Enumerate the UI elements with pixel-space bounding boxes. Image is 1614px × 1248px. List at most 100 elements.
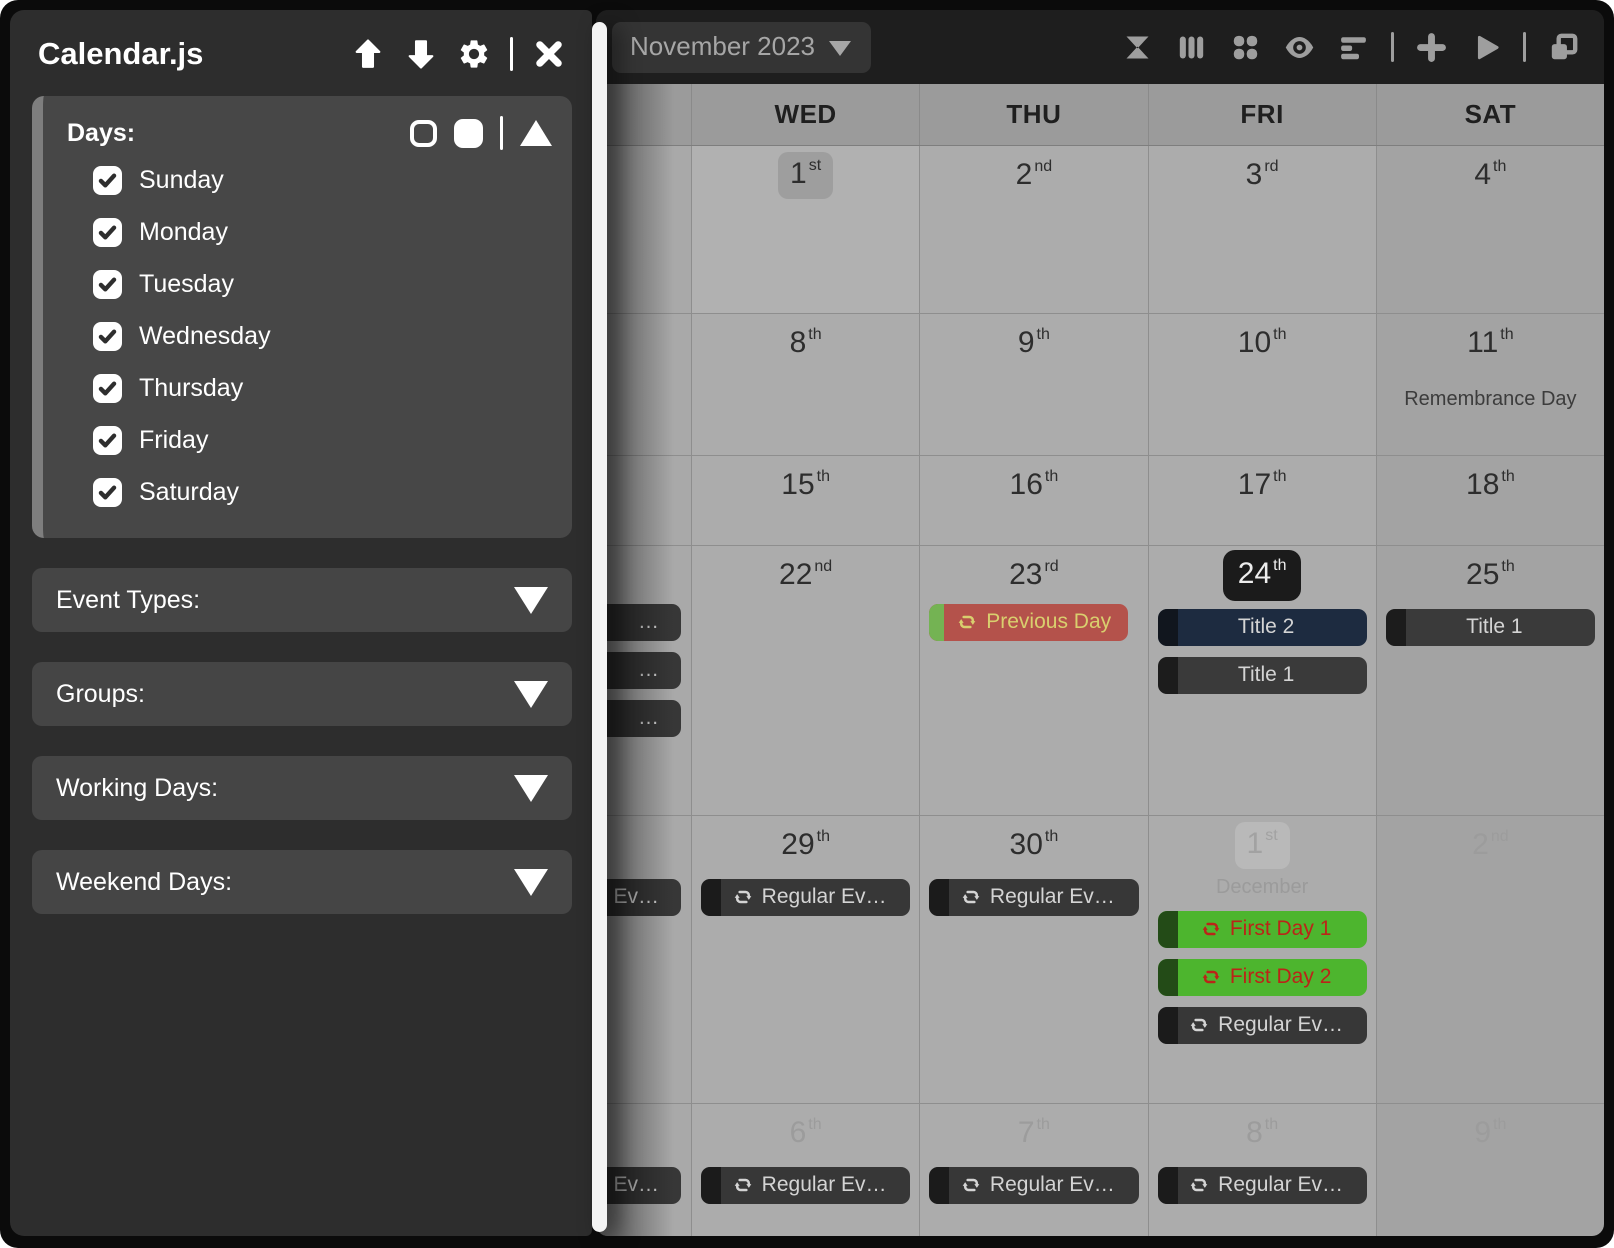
- checkbox-thursday[interactable]: [93, 373, 122, 403]
- event-pill[interactable]: …: [596, 700, 681, 737]
- arrow-down-icon[interactable]: [404, 37, 438, 71]
- section-event-types[interactable]: Event Types:: [32, 568, 572, 632]
- checkbox-wednesday[interactable]: [93, 321, 122, 351]
- event-pill-regular[interactable]: Regular Ev…: [701, 1167, 911, 1204]
- repeat-icon: [962, 1178, 980, 1191]
- day-header-wed: WED: [692, 84, 921, 145]
- event-pill[interactable]: …: [596, 652, 681, 689]
- section-label: Weekend Days:: [56, 867, 233, 896]
- repeat-icon: [1202, 970, 1220, 983]
- date-number: 11: [1467, 326, 1499, 359]
- collapse-triangle-up-icon[interactable]: [520, 120, 552, 146]
- section-groups[interactable]: Groups:: [32, 662, 572, 726]
- date-ordinal: th: [1501, 468, 1515, 485]
- checkbox-friday[interactable]: [93, 425, 122, 455]
- date-ordinal: th: [808, 326, 822, 343]
- calendar-cell-partial[interactable]: Ev…: [596, 816, 692, 1103]
- calendar-cell-partial[interactable]: Ev…: [596, 1104, 692, 1236]
- event-label: First Day 1: [1229, 916, 1332, 940]
- event-pill[interactable]: Ev…: [596, 1167, 681, 1204]
- calendar-cell-partial[interactable]: … … …: [596, 546, 692, 815]
- date-number: 7: [1017, 1116, 1035, 1149]
- arrow-up-icon[interactable]: [351, 37, 385, 71]
- event-pill-regular[interactable]: Regular Ev…: [929, 1167, 1139, 1204]
- section-weekend-days[interactable]: Weekend Days:: [32, 850, 572, 914]
- event-pill-regular[interactable]: Regular Ev…: [701, 879, 911, 916]
- play-icon[interactable]: [1469, 31, 1502, 64]
- event-pill-previous-day[interactable]: Previous Day: [929, 604, 1129, 641]
- add-event-plus-icon[interactable]: [1415, 31, 1448, 64]
- event-pill[interactable]: …: [596, 604, 681, 641]
- days-header-divider: [500, 116, 503, 150]
- day-checkbox-row: Saturday: [67, 470, 552, 514]
- close-icon[interactable]: [532, 37, 566, 71]
- settings-sidebar: Calendar.js Days: Sund: [10, 10, 592, 1236]
- date-number: 25: [1466, 558, 1500, 591]
- today-date-number: 24: [1237, 556, 1272, 590]
- eye-icon[interactable]: [1283, 31, 1316, 64]
- checkbox-monday[interactable]: [93, 217, 122, 247]
- day-checkbox-row: Monday: [67, 210, 552, 254]
- date-number: 3: [1245, 158, 1263, 191]
- calendar-cell-partial[interactable]: [596, 456, 692, 545]
- day-checkbox-row: Sunday: [67, 158, 552, 202]
- event-pill-regular[interactable]: Regular Ev…: [1157, 1007, 1367, 1044]
- event-pill-title-2[interactable]: Title 2: [1157, 609, 1367, 646]
- grid-view-icon[interactable]: [1229, 31, 1262, 64]
- event-pill-title-1[interactable]: Title 1: [1385, 609, 1595, 646]
- section-working-days[interactable]: Working Days:: [32, 756, 572, 820]
- date-ordinal: nd: [1034, 158, 1053, 175]
- checkbox-saturday[interactable]: [93, 477, 122, 507]
- checkbox-tuesday[interactable]: [93, 269, 122, 299]
- month-dropdown[interactable]: November 2023: [612, 21, 871, 73]
- sidebar-resize-handle[interactable]: [592, 22, 607, 1232]
- calendar-panel: November 2023 WED THU FRI SAT: [596, 10, 1604, 1236]
- calendar-cell-partial[interactable]: [596, 314, 692, 455]
- event-pill-first-day-2[interactable]: First Day 2: [1157, 959, 1367, 996]
- event-pill-first-day-1[interactable]: First Day 1: [1157, 911, 1367, 948]
- repeat-icon: [734, 1178, 752, 1191]
- event-pill-regular[interactable]: Regular Ev…: [929, 879, 1139, 916]
- date-number: 10: [1237, 326, 1272, 359]
- square-filled-icon[interactable]: [454, 118, 483, 148]
- event-pill-regular[interactable]: Regular Ev…: [1157, 1167, 1367, 1204]
- day-header-sat: SAT: [1464, 99, 1517, 129]
- gear-icon[interactable]: [457, 37, 491, 71]
- columns-view-icon[interactable]: [1175, 31, 1208, 64]
- day-checkbox-row: Friday: [67, 418, 552, 462]
- hourglass-icon[interactable]: [1121, 31, 1154, 64]
- fullscreen-windows-icon[interactable]: [1547, 31, 1580, 64]
- checkbox-sunday[interactable]: [93, 165, 122, 195]
- square-outline-icon[interactable]: [410, 119, 437, 147]
- align-left-icon[interactable]: [1337, 31, 1370, 64]
- calendar-cell-partial[interactable]: [596, 146, 692, 313]
- event-pill-title-1[interactable]: Title 1: [1157, 657, 1367, 694]
- repeat-icon: [958, 615, 976, 628]
- event-pill[interactable]: Ev…: [596, 879, 681, 916]
